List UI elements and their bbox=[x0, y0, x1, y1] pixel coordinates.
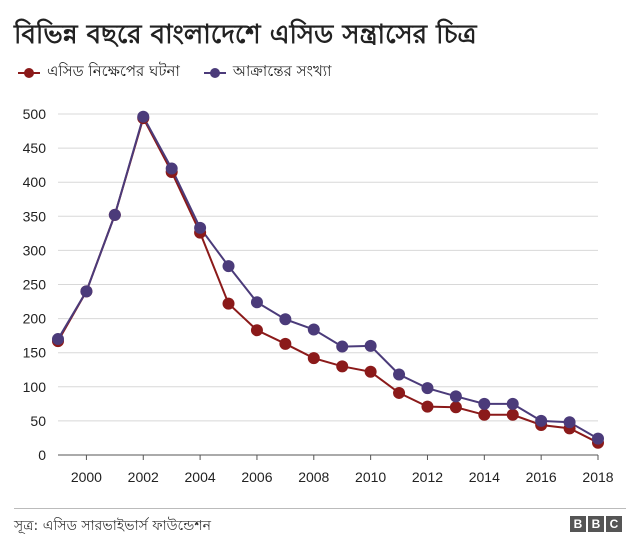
legend-label-victims: আক্রান্তের সংখ্যা bbox=[232, 62, 332, 80]
x-tick-label: 2010 bbox=[355, 469, 386, 485]
chart-title: বিভিন্ন বছরে বাংলাদেশে এসিড সন্ত্রাসের চ… bbox=[14, 20, 477, 50]
data-point-1 bbox=[421, 382, 434, 395]
x-tick-label: 2016 bbox=[526, 469, 557, 485]
x-tick-label: 2002 bbox=[128, 469, 159, 485]
data-point-1 bbox=[250, 296, 263, 309]
x-tick-label: 2014 bbox=[469, 469, 500, 485]
legend-item-victims: আক্রান্তের সংখ্যা bbox=[203, 60, 332, 85]
data-point-1 bbox=[52, 333, 64, 346]
data-point-0 bbox=[336, 360, 349, 373]
data-point-1 bbox=[194, 221, 207, 234]
data-point-1 bbox=[535, 414, 548, 427]
bbc-logo-letter: C bbox=[606, 516, 622, 532]
legend-item-incidents: এসিড নিক্ষেপের ঘটনা bbox=[18, 60, 180, 85]
x-tick-label: 2006 bbox=[241, 469, 272, 485]
data-point-1 bbox=[222, 260, 235, 273]
data-point-0 bbox=[250, 324, 263, 337]
data-point-0 bbox=[478, 408, 491, 421]
data-point-0 bbox=[222, 297, 235, 310]
y-tick-label: 400 bbox=[23, 174, 47, 190]
data-point-1 bbox=[108, 208, 121, 221]
bbc-logo: B B C bbox=[570, 516, 622, 532]
data-point-1 bbox=[393, 368, 406, 381]
data-point-1 bbox=[137, 110, 150, 123]
x-tick-label: 2018 bbox=[582, 469, 613, 485]
y-tick-label: 250 bbox=[23, 277, 47, 293]
y-tick-label: 450 bbox=[23, 140, 47, 156]
data-point-1 bbox=[279, 313, 292, 326]
data-point-0 bbox=[364, 365, 377, 378]
data-point-0 bbox=[449, 401, 462, 414]
data-point-1 bbox=[336, 340, 349, 353]
y-tick-label: 300 bbox=[23, 242, 47, 258]
data-point-1 bbox=[478, 397, 491, 410]
y-tick-label: 150 bbox=[23, 345, 47, 361]
legend-marker-incidents bbox=[18, 66, 40, 80]
data-point-0 bbox=[421, 400, 434, 413]
data-point-1 bbox=[506, 397, 519, 410]
data-point-1 bbox=[449, 390, 462, 403]
bbc-logo-letter: B bbox=[588, 516, 604, 532]
x-tick-label: 2012 bbox=[412, 469, 443, 485]
data-point-0 bbox=[506, 408, 519, 421]
footer-divider bbox=[14, 508, 626, 509]
source-note: সূত্র: এসিড সারভাইভার্স ফাউন্ডেশন bbox=[14, 518, 211, 534]
legend-label-incidents: এসিড নিক্ষেপের ঘটনা bbox=[47, 62, 180, 80]
y-tick-label: 100 bbox=[23, 379, 47, 395]
x-tick-label: 2004 bbox=[185, 469, 216, 485]
data-point-1 bbox=[364, 339, 377, 352]
data-point-1 bbox=[165, 162, 178, 175]
y-tick-label: 350 bbox=[23, 208, 47, 224]
line-chart: 0 50 100 150 200 250 300 350 400 450 500 2000 2002 20… bbox=[23, 106, 614, 485]
data-point-1 bbox=[592, 432, 604, 445]
y-tick-label: 200 bbox=[23, 311, 47, 327]
x-tick-label: 2008 bbox=[298, 469, 329, 485]
data-point-0 bbox=[393, 386, 406, 399]
data-point-0 bbox=[307, 352, 320, 365]
legend-marker-victims bbox=[203, 66, 226, 80]
data-point-1 bbox=[563, 416, 576, 429]
chart-legend: এসিড নিক্ষেপের ঘটনা আক্রান্তের সংখ্যা bbox=[18, 60, 332, 85]
series-line-0 bbox=[57, 115, 599, 444]
bbc-logo-letter: B bbox=[570, 516, 586, 532]
series-line-1 bbox=[57, 114, 599, 440]
y-tick-label: 50 bbox=[30, 413, 46, 429]
data-point-1 bbox=[80, 285, 93, 298]
y-tick-label: 500 bbox=[23, 106, 47, 122]
x-tick-label: 2000 bbox=[71, 469, 102, 485]
data-point-0 bbox=[279, 337, 292, 350]
y-tick-label: 0 bbox=[38, 447, 46, 463]
data-point-1 bbox=[307, 323, 320, 336]
